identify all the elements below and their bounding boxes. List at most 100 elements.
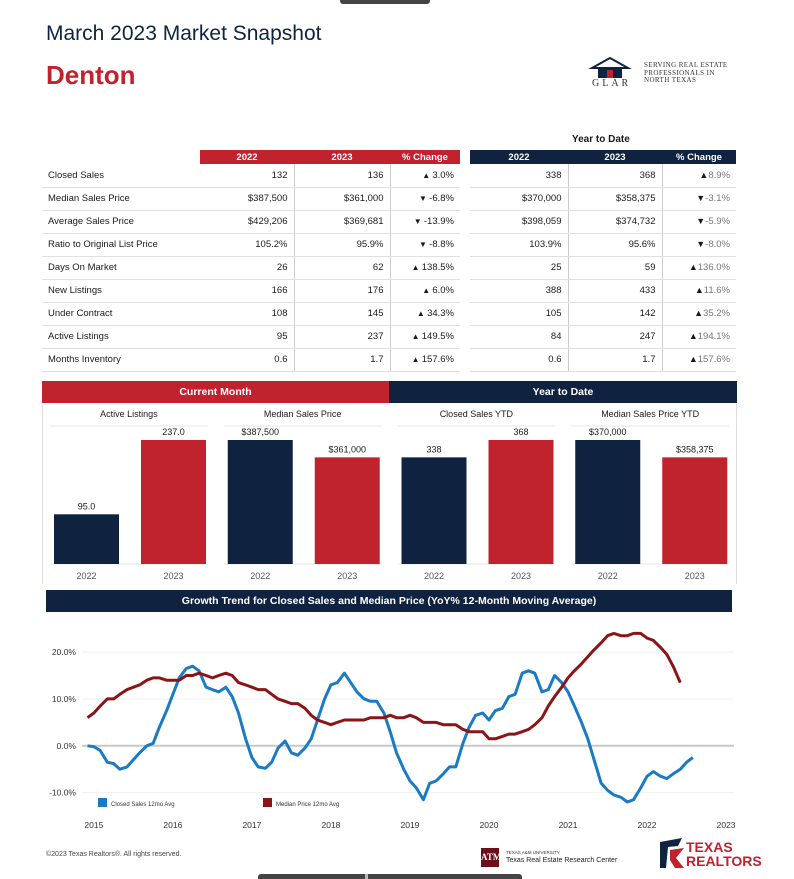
row-label: Under Contract — [42, 302, 200, 326]
tr-line-1: TEXAS — [686, 839, 733, 855]
change-value: 35.2% — [703, 308, 730, 319]
arrow-down-icon: ▼ — [419, 240, 430, 249]
arrow-up-icon: ▲ — [694, 285, 704, 295]
closed-sales-line — [87, 664, 694, 804]
cell-2022: 0.6 — [470, 348, 569, 372]
cell-change: ▼ -8.8% — [390, 233, 460, 257]
current-month-table: 2022 2023 % Change Closed Sales 132 136 ▲ 3… — [42, 150, 460, 372]
col-header: % Change — [662, 150, 736, 164]
cell-2022: $429,206 — [200, 210, 295, 234]
change-value: 138.5% — [421, 262, 454, 273]
row-label: Days On Market — [42, 256, 200, 280]
table-row: Active Listings 95 237 ▲ 149.5% — [42, 325, 460, 349]
cell-2022: 388 — [470, 279, 569, 303]
cell-2023: 142 — [568, 302, 663, 326]
glar-tagline: Serving Real Estate Professionals in Nor… — [644, 61, 728, 85]
growth-chart-title: Growth Trend for Closed Sales and Median… — [46, 590, 732, 612]
table-row: Under Contract 108 145 ▲ 34.3% — [42, 302, 460, 326]
table-row: New Listings 166 176 ▲ 6.0% — [42, 279, 460, 303]
x-tick-label: 2022 — [638, 820, 657, 830]
cell-2023: $374,732 — [568, 210, 663, 234]
current-month-band: Current Month — [42, 381, 389, 403]
cell-change: ▲136.0% — [662, 256, 736, 280]
bar-category-label: 2022 — [76, 571, 96, 581]
change-value: 3.0% — [432, 169, 454, 181]
cell-2023: 247 — [568, 325, 663, 349]
arrow-down-icon: ▼ — [419, 194, 430, 203]
arrow-up-icon: ▲ — [694, 308, 704, 318]
tamu-mark: ATM — [481, 848, 501, 867]
change-value: 8.9% — [708, 169, 730, 181]
bar-value-label: $387,500 — [241, 427, 279, 437]
cell-2023: 237 — [294, 325, 391, 349]
cell-2022: 25 — [470, 256, 569, 280]
row-label: Closed Sales — [42, 164, 200, 188]
cell-change: ▲ 3.0% — [390, 164, 460, 188]
x-tick-label: 2023 — [717, 820, 736, 830]
change-value: 157.6% — [421, 354, 454, 365]
cell-change: ▲8.9% — [662, 164, 736, 188]
row-label: Median Sales Price — [42, 187, 200, 211]
change-value: 149.5% — [421, 331, 454, 342]
cell-change: ▲157.6% — [662, 348, 736, 372]
tamu-center-name: Texas Real Estate Research Center — [506, 857, 618, 864]
change-value: -5.9% — [705, 216, 730, 227]
arrow-up-icon: ▲ — [688, 354, 698, 364]
table-row: Closed Sales 132 136 ▲ 3.0% — [42, 164, 460, 188]
cell-change: ▼-5.9% — [662, 210, 736, 234]
x-tick-label: 2018 — [321, 820, 340, 830]
bar-category-label: 2023 — [337, 571, 357, 581]
tamu-university: TEXAS A&M UNIVERSITY — [506, 850, 560, 855]
cell-2022: 105 — [470, 302, 569, 326]
table-row: 388 433 ▲11.6% — [470, 279, 736, 303]
cell-change: ▲35.2% — [662, 302, 736, 326]
cell-change: ▲194.1% — [662, 325, 736, 349]
cell-2023: 1.7 — [568, 348, 663, 372]
cell-change: ▲11.6% — [662, 279, 736, 303]
arrow-down-icon: ▼ — [413, 217, 424, 226]
arrow-up-icon: ▲ — [688, 331, 698, 341]
y-tick-label: 10.0% — [52, 694, 77, 704]
cell-2022: 26 — [200, 256, 295, 280]
cell-change: ▼ -6.8% — [390, 187, 460, 211]
bar — [401, 457, 467, 564]
cell-2022: 132 — [200, 164, 295, 188]
bar-category-label: 2022 — [250, 571, 270, 581]
median-price-line — [86, 631, 682, 741]
cell-2023: $358,375 — [568, 187, 663, 211]
cell-2022: 95 — [200, 325, 295, 349]
bar-chart-title: Median Sales Price YTD — [601, 409, 699, 419]
arrow-down-icon: ▼ — [696, 216, 706, 226]
texas-realtors-logo: TEXAS REALTORS — [660, 838, 762, 872]
x-tick-label: 2016 — [163, 820, 182, 830]
change-value: 6.0% — [432, 285, 454, 296]
col-header: 2023 — [568, 150, 662, 164]
change-value: 136.0% — [697, 262, 730, 273]
table-row: $398,059 $374,732 ▼-5.9% — [470, 210, 736, 234]
y-tick-label: 20.0% — [52, 647, 77, 657]
bar — [54, 514, 119, 564]
copyright: ©2023 Texas Realtors®. All rights reserv… — [46, 851, 182, 858]
cell-2023: 176 — [294, 279, 391, 303]
change-value: 194.1% — [697, 331, 730, 342]
bottom-handle-gap — [365, 874, 368, 879]
bar-charts-frame — [42, 404, 737, 584]
bar-chart-title: Closed Sales YTD — [440, 409, 514, 419]
ytd-heading: Year to Date — [572, 134, 630, 145]
cell-2022: 338 — [470, 164, 569, 188]
row-label: Months Inventory — [42, 348, 200, 372]
col-header: 2022 — [470, 150, 568, 164]
cell-2022: 108 — [200, 302, 295, 326]
change-value: -6.8% — [429, 193, 454, 204]
cell-change: ▼-3.1% — [662, 187, 736, 211]
bar — [314, 457, 380, 564]
row-label: Average Sales Price — [42, 210, 200, 234]
table-row: Days On Market 26 62 ▲ 138.5% — [42, 256, 460, 280]
change-value: -3.1% — [705, 193, 730, 204]
growth-line-chart: 20.0% 10.0% 0.0% -10.0% 2015 2016 2017 2018 2019… — [49, 631, 736, 830]
glar-acronym: GLAR — [592, 78, 632, 89]
tamu-logo: ATM TEXAS A&M UNIVERSITY Texas Real Esta… — [481, 848, 641, 868]
arrow-up-icon: ▲ — [411, 263, 422, 272]
bar — [227, 440, 293, 564]
bar — [141, 440, 206, 564]
